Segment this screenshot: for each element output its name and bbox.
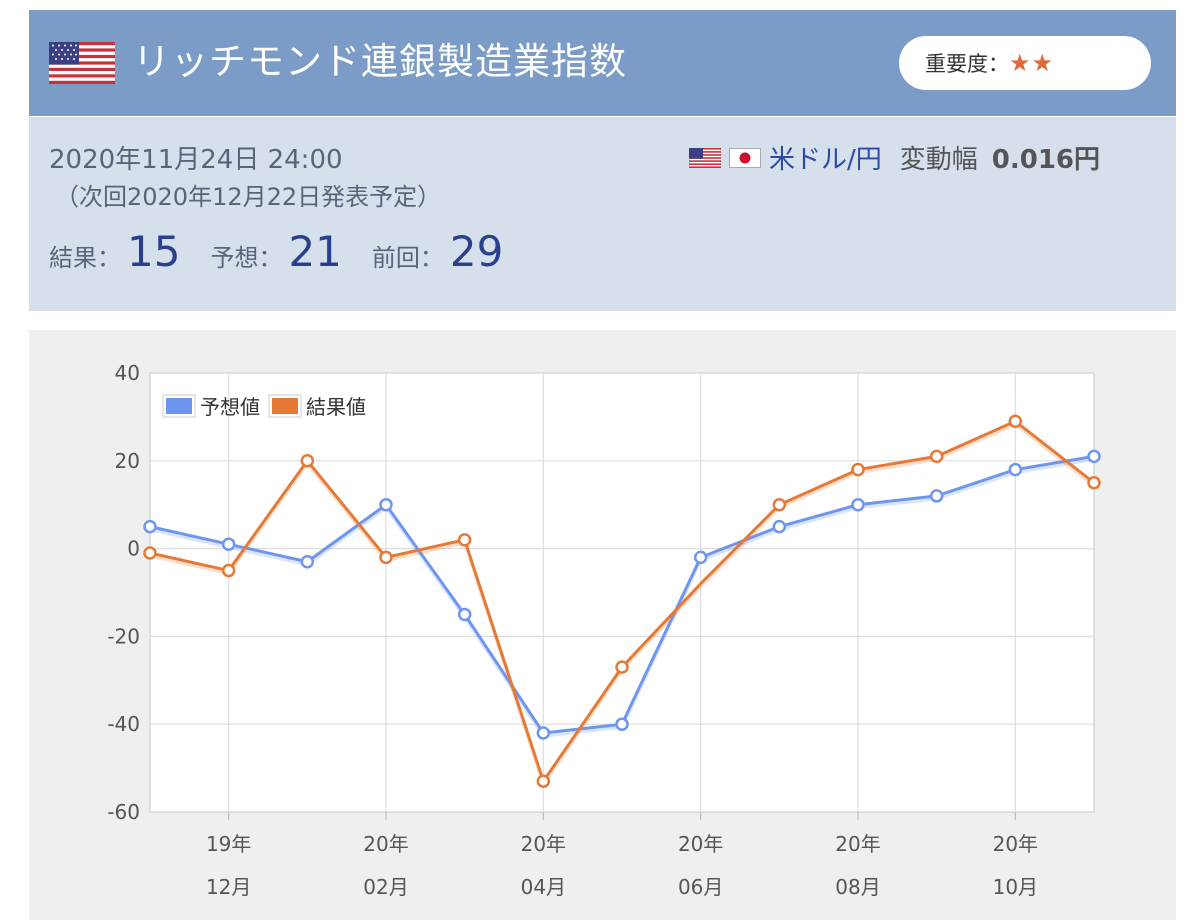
us-flag-icon bbox=[49, 42, 115, 84]
x-tick-month: 12月 bbox=[206, 875, 251, 899]
data-point-forecast bbox=[457, 607, 472, 622]
result-value: 15 bbox=[127, 227, 181, 276]
indicator-header: リッチモンド連銀製造業指数 重要度：★★ bbox=[29, 10, 1176, 116]
data-point-forecast bbox=[379, 497, 393, 512]
x-tick-month: 08月 bbox=[835, 875, 880, 899]
previous-label: 前回： bbox=[371, 244, 444, 272]
data-point-result bbox=[772, 497, 787, 512]
importance-label: 重要度： bbox=[925, 52, 1009, 76]
data-point-forecast bbox=[300, 555, 315, 569]
data-point-forecast bbox=[1008, 462, 1023, 477]
x-tick-year: 20年 bbox=[678, 832, 723, 856]
y-tick-label: 20 bbox=[115, 449, 140, 473]
data-point-forecast bbox=[772, 519, 787, 534]
x-tick-year: 20年 bbox=[521, 832, 566, 856]
indicator-stats: 結果： 15 予想： 21 前回： 29 bbox=[49, 227, 533, 276]
result-label: 結果： bbox=[49, 244, 121, 272]
legend-swatch bbox=[166, 398, 192, 414]
forecast-label: 予想： bbox=[210, 244, 283, 272]
y-tick-label: -60 bbox=[107, 800, 140, 824]
data-point-forecast bbox=[693, 550, 708, 565]
indicator-line-chart: 40 20 0 -20 -40 -60 19年 12月 20年 02月 20年 04月 20年 06月 20… bbox=[107, 361, 1101, 899]
range-value: 0.016円 bbox=[991, 145, 1101, 175]
x-tick-year: 20年 bbox=[835, 832, 880, 856]
y-tick-label: -20 bbox=[107, 624, 140, 648]
x-tick-year: 20年 bbox=[363, 832, 408, 856]
data-point-result bbox=[1087, 476, 1101, 490]
chart-container: 40 20 0 -20 -40 -60 19年 12月 20年 02月 20年 04月 20年 06月 20… bbox=[29, 330, 1176, 920]
legend-swatch bbox=[272, 398, 298, 414]
y-tick-label: 40 bbox=[115, 361, 140, 385]
data-point-forecast bbox=[615, 717, 629, 731]
y-tick-label: 0 bbox=[127, 537, 140, 561]
x-tick-year: 20年 bbox=[993, 832, 1038, 856]
data-point-result bbox=[143, 546, 157, 560]
release-datetime: 2020年11月24日 24:00 bbox=[49, 145, 343, 175]
data-point-result bbox=[1008, 414, 1023, 429]
data-point-forecast bbox=[536, 726, 551, 740]
data-point-result bbox=[300, 454, 315, 468]
x-tick-month: 06月 bbox=[678, 875, 723, 899]
importance-stars: ★★ bbox=[1009, 49, 1055, 77]
x-tick-year: 19年 bbox=[206, 832, 251, 856]
next-release: （次回2020年12月22日発表予定） bbox=[55, 183, 442, 211]
plot-area bbox=[149, 372, 1095, 813]
data-point-result bbox=[536, 774, 551, 789]
data-point-result bbox=[457, 533, 472, 547]
y-tick-label: -40 bbox=[107, 712, 140, 736]
x-tick-month: 04月 bbox=[521, 875, 566, 899]
indicator-info: 2020年11月24日 24:00 （次回2020年12月22日発表予定） 米ド… bbox=[29, 117, 1176, 311]
data-point-result bbox=[221, 563, 236, 578]
importance-badge: 重要度：★★ bbox=[899, 36, 1151, 90]
data-point-forecast bbox=[221, 537, 236, 551]
data-point-result bbox=[379, 550, 393, 565]
us-flag-icon bbox=[689, 147, 721, 168]
currency-pair-link[interactable]: 米ドル/円 bbox=[769, 145, 882, 175]
x-tick-month: 02月 bbox=[363, 875, 408, 899]
data-point-result bbox=[615, 660, 629, 674]
data-point-forecast bbox=[1087, 449, 1101, 464]
data-point-result bbox=[851, 462, 865, 477]
forecast-value: 21 bbox=[288, 227, 342, 276]
japan-flag-icon bbox=[729, 147, 761, 168]
data-point-result bbox=[929, 449, 944, 464]
legend-label: 結果値 bbox=[306, 395, 366, 419]
x-tick-month: 10月 bbox=[993, 875, 1038, 899]
currency-pair-info: 米ドル/円 変動幅 0.016円 bbox=[689, 139, 1100, 176]
data-point-forecast bbox=[929, 489, 944, 503]
range-label: 変動幅 bbox=[899, 145, 978, 175]
legend-label: 予想値 bbox=[200, 395, 260, 419]
data-point-forecast bbox=[143, 519, 157, 534]
indicator-title: リッチモンド連銀製造業指数 bbox=[133, 40, 627, 83]
previous-value: 29 bbox=[449, 227, 504, 276]
data-point-forecast bbox=[851, 497, 865, 512]
